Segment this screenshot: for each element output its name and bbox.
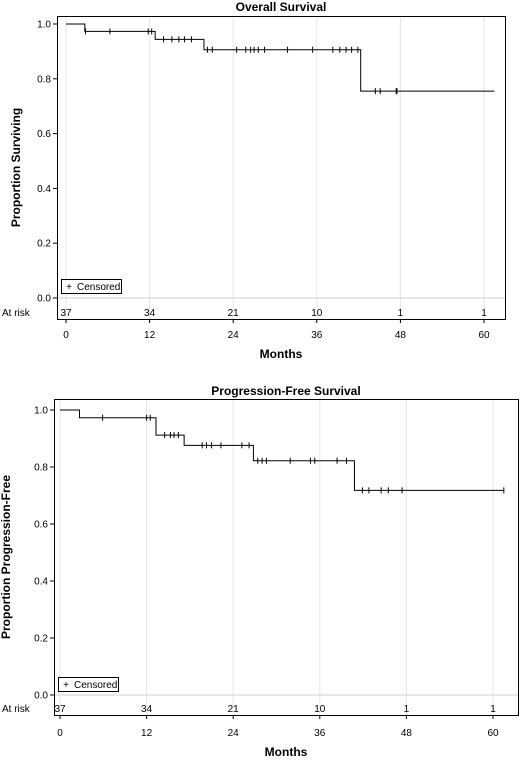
at-risk-count: 34 (144, 308, 156, 319)
y-tick-label: 1.0 (37, 20, 51, 31)
x-tick-label: 0 (57, 728, 63, 739)
legend-label: Censored (77, 282, 120, 293)
x-axis-label: Months (260, 347, 303, 361)
legend: + Censored (61, 279, 122, 294)
y-tick-label: 0.2 (37, 239, 51, 250)
x-tick-label: 36 (311, 330, 323, 341)
x-tick-label: 60 (478, 330, 490, 341)
y-tick-label: 0.2 (34, 634, 48, 645)
legend: + Censored (58, 677, 119, 692)
at-risk-count: 10 (314, 704, 326, 715)
at-risk-count: 37 (54, 704, 66, 715)
legend-censor-marker: + (63, 680, 69, 691)
x-tick-label: 48 (395, 330, 407, 341)
y-tick-label: 0.6 (34, 520, 48, 531)
legend-box (58, 677, 119, 692)
x-tick-label: 24 (228, 728, 240, 739)
y-tick-label: 0.6 (37, 129, 51, 140)
y-tick-label: 0.0 (34, 691, 48, 702)
x-tick-label: 12 (141, 728, 153, 739)
y-tick-label: 0.4 (37, 184, 51, 195)
legend-label: Censored (74, 680, 117, 691)
at-risk-count: 10 (311, 308, 323, 319)
chart-title: Progression-Free Survival (211, 384, 360, 398)
at-risk-count: 21 (228, 704, 240, 715)
plot-frame (54, 399, 519, 716)
at-risk-count: 37 (60, 308, 72, 319)
x-tick-label: 0 (63, 330, 69, 341)
survival-curve (60, 409, 504, 491)
x-tick-label: 36 (314, 728, 326, 739)
x-tick-label: 48 (401, 728, 413, 739)
x-tick-label: 12 (144, 330, 156, 341)
y-axis-label: Proportion Progression-Free (0, 475, 13, 639)
at-risk-count: 34 (141, 704, 153, 715)
y-axis-label: Proportion Surviving (9, 108, 23, 227)
y-tick-label: 0.4 (34, 577, 48, 588)
at-risk-count: 1 (490, 704, 496, 715)
y-tick-label: 0.0 (37, 294, 51, 305)
chart-title: Overall Survival (236, 0, 327, 14)
at-risk-count: 1 (404, 704, 410, 715)
x-axis-label: Months (265, 745, 308, 759)
at-risk-count: 21 (228, 308, 240, 319)
at-risk-count: 1 (398, 308, 404, 319)
at-risk-label: At risk (2, 308, 31, 319)
at-risk-label: At risk (2, 704, 31, 715)
x-tick-label: 24 (228, 330, 240, 341)
y-tick-label: 0.8 (37, 74, 51, 85)
survival-curve (66, 23, 495, 92)
plot-frame (57, 16, 506, 320)
legend-censor-marker: + (66, 282, 72, 293)
at-risk-count: 1 (481, 308, 487, 319)
y-tick-label: 0.8 (34, 463, 48, 474)
y-tick-label: 1.0 (34, 406, 48, 417)
chart-1: Overall Survival 0.0 0.2 0.4 0.6 0.8 1.0 0 12 24 3… (2, 0, 506, 361)
x-tick-label: 60 (487, 728, 499, 739)
chart-2: Progression-Free Survival 0.0 0.2 0.4 0.6 0.8… (0, 384, 519, 759)
legend-box (61, 279, 122, 294)
